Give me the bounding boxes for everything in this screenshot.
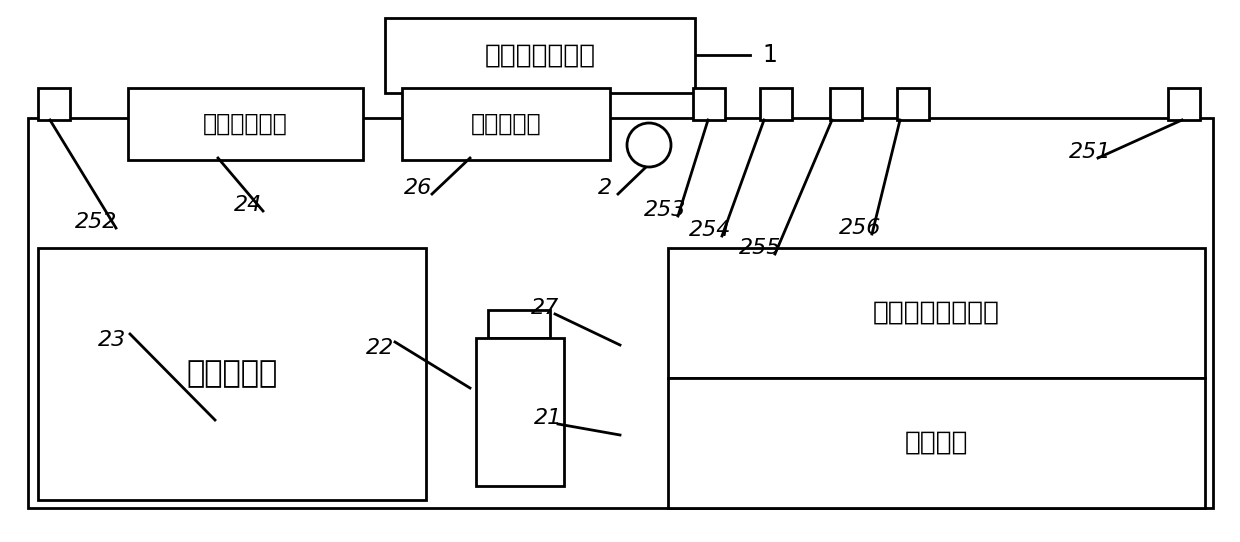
Text: 251: 251 — [1069, 142, 1111, 162]
Text: 255: 255 — [739, 238, 781, 258]
Text: 254: 254 — [688, 220, 732, 240]
Bar — [897, 88, 929, 120]
Text: 气压式压触装置: 气压式压触装置 — [485, 42, 595, 68]
Bar — [668, 248, 1205, 378]
Bar — [760, 88, 792, 120]
Text: 24: 24 — [234, 195, 262, 215]
Text: 产品放置区: 产品放置区 — [471, 112, 542, 136]
Bar — [476, 338, 564, 486]
Text: 工控机模块: 工控机模块 — [186, 359, 278, 389]
Bar — [402, 88, 610, 160]
Text: 23: 23 — [98, 330, 126, 350]
Text: 26: 26 — [404, 178, 432, 198]
Bar — [1168, 88, 1200, 120]
Bar — [489, 310, 551, 338]
Text: 触屏控制模块: 触屏控制模块 — [203, 112, 288, 136]
Circle shape — [627, 123, 671, 167]
Text: 27: 27 — [531, 298, 559, 318]
Bar — [384, 18, 694, 93]
Text: 22: 22 — [366, 338, 394, 358]
Text: 2: 2 — [598, 178, 613, 198]
Bar — [29, 118, 1213, 508]
Bar — [830, 88, 862, 120]
Text: 烧写装置: 烧写装置 — [905, 430, 968, 456]
Text: 256: 256 — [838, 218, 882, 238]
Bar — [128, 88, 363, 160]
Text: 1: 1 — [763, 43, 777, 67]
Bar — [38, 88, 69, 120]
Bar — [668, 378, 1205, 508]
Bar — [38, 248, 427, 500]
Text: 电源切换控制模块: 电源切换控制模块 — [873, 300, 999, 326]
Bar — [693, 88, 725, 120]
Text: 21: 21 — [534, 408, 562, 428]
Text: 253: 253 — [644, 200, 686, 220]
Text: 252: 252 — [74, 212, 118, 232]
